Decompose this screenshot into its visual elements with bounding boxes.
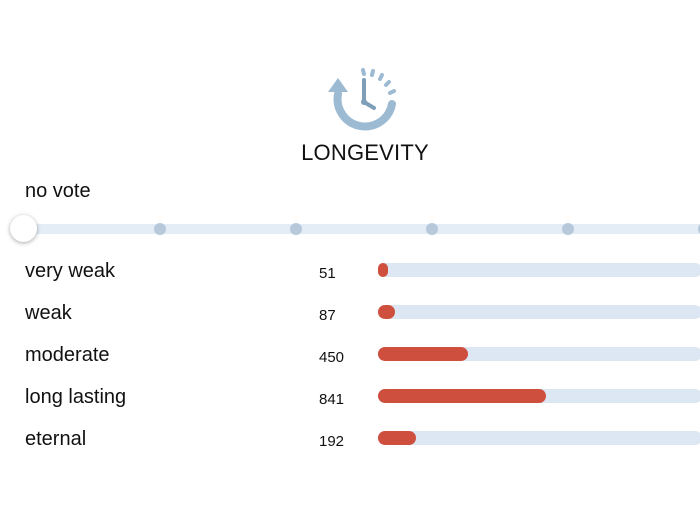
- result-label: very weak: [25, 260, 116, 282]
- vote-slider[interactable]: [10, 215, 700, 242]
- result-row: weak 87: [0, 300, 700, 330]
- slider-track[interactable]: [24, 224, 700, 234]
- result-bar: [378, 431, 700, 445]
- result-count: 450: [319, 349, 345, 366]
- result-bar: [378, 389, 700, 403]
- result-count: 192: [319, 433, 345, 450]
- slider-step[interactable]: [426, 223, 438, 235]
- result-bar-fill: [378, 263, 389, 277]
- result-count: 841: [319, 391, 345, 408]
- result-count: 51: [319, 265, 336, 282]
- slider-step[interactable]: [698, 223, 700, 235]
- result-row: eternal 192: [0, 426, 700, 456]
- page-title: LONGEVITY: [301, 140, 429, 165]
- result-bar: [378, 305, 700, 319]
- vote-status: no vote: [25, 180, 91, 202]
- slider-step[interactable]: [290, 223, 302, 235]
- clock-rewind-icon: [326, 64, 402, 136]
- result-bar-fill: [378, 389, 547, 403]
- result-row: moderate 450: [0, 342, 700, 372]
- slider-knob[interactable]: [10, 215, 37, 242]
- slider-step[interactable]: [562, 223, 574, 235]
- result-bar: [378, 347, 700, 361]
- result-row: long lasting 841: [0, 384, 700, 414]
- result-label: moderate: [25, 344, 110, 366]
- slider-step[interactable]: [154, 223, 166, 235]
- result-label: long lasting: [25, 386, 127, 408]
- result-label: weak: [25, 302, 72, 324]
- result-count: 87: [319, 307, 336, 324]
- result-bar: [378, 263, 700, 277]
- result-label: eternal: [25, 428, 87, 450]
- result-bar-fill: [378, 347, 468, 361]
- result-bar-fill: [378, 305, 396, 319]
- result-bar-fill: [378, 431, 417, 445]
- result-row: very weak 51: [0, 258, 700, 288]
